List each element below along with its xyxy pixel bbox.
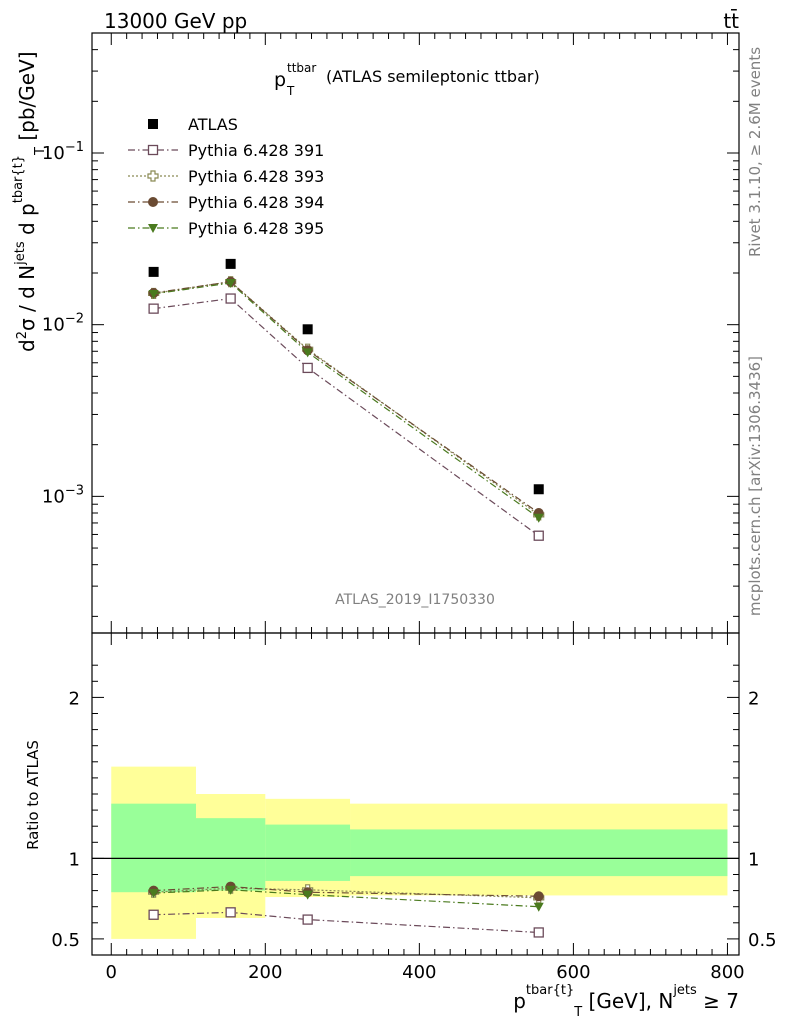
data-point-4-3 bbox=[533, 513, 544, 523]
data-point-0-1 bbox=[225, 258, 236, 269]
legend-marker-1 bbox=[147, 144, 159, 156]
header-process-label: tt̄ bbox=[723, 8, 739, 33]
legend-marker-0 bbox=[148, 119, 158, 129]
data-point-4-2 bbox=[302, 348, 313, 358]
legend-marker-2 bbox=[147, 170, 159, 182]
legend-label-1: Pythia 6.428 391 bbox=[188, 141, 324, 160]
ratio-band-inner-2 bbox=[265, 824, 351, 881]
upper-y-tick-label: 10−2 bbox=[42, 312, 84, 336]
ratio-y-tick-label-right: 1 bbox=[748, 849, 759, 870]
ratio-band-inner-0 bbox=[111, 803, 196, 893]
data-point-1-0 bbox=[148, 303, 159, 314]
ratio-point-0-0 bbox=[148, 909, 159, 920]
data-point-1-2 bbox=[302, 362, 313, 374]
data-point-0-3 bbox=[533, 484, 544, 495]
ratio-point-3-2 bbox=[302, 890, 313, 900]
data-point-4-1 bbox=[225, 278, 236, 288]
legend-label-2: Pythia 6.428 393 bbox=[188, 167, 324, 186]
ratio-y-tick-label-right: 2 bbox=[748, 688, 759, 709]
ratio-point-3-0 bbox=[148, 889, 159, 899]
data-point-0-0 bbox=[148, 266, 159, 277]
x-tick-label: 800 bbox=[710, 962, 744, 983]
data-point-0-2 bbox=[302, 324, 313, 335]
ratio-point-3-1 bbox=[225, 885, 236, 895]
ratio-y-tick-label-left: 1 bbox=[69, 849, 80, 870]
ratio-band-inner-1 bbox=[195, 818, 266, 891]
ratio-band-inner-3 bbox=[350, 829, 728, 877]
upper-y-axis-label: d2σ / d Njets d ptbar{t}T [pb/GeV] bbox=[11, 51, 48, 352]
svg-text:ptbar{t}T [GeV], Njets ≥ 7: ptbar{t}T [GeV], Njets ≥ 7 bbox=[513, 983, 739, 1020]
legend-label-3: Pythia 6.428 394 bbox=[188, 193, 324, 212]
x-tick-label: 200 bbox=[248, 962, 282, 983]
series-line-4 bbox=[153, 282, 540, 519]
x-tick-label: 600 bbox=[556, 962, 590, 983]
plot-title-subscript: T bbox=[286, 84, 295, 98]
upper-panel: 10−3 10−2 10−1 ATLAS Pythia 6.428 391 Pythia … bbox=[42, 32, 740, 634]
series-line-2 bbox=[153, 281, 540, 516]
svg-text:d2σ / d Njets d ptbar{t}T [pb/: d2σ / d Njets d ptbar{t}T [pb/GeV] bbox=[11, 51, 48, 352]
legend-marker-3 bbox=[148, 197, 158, 207]
legend-label-0: ATLAS bbox=[188, 115, 238, 134]
plot-title: p bbox=[274, 69, 286, 91]
rivet-version-label: Rivet 3.1.10, ≥ 2.6M events bbox=[746, 47, 764, 257]
plot-title-superscript: ttbar bbox=[287, 61, 316, 75]
analysis-id: ATLAS_2019_I1750330 bbox=[335, 592, 495, 608]
x-tick-label: 0 bbox=[106, 962, 117, 983]
ratio-point-0-2 bbox=[302, 914, 313, 925]
ratio-line-1 bbox=[153, 887, 539, 899]
mcplots-label: mcplots.cern.ch [arXiv:1306.3436] bbox=[746, 356, 764, 616]
plot-title-rest: (ATLAS semileptonic ttbar) bbox=[326, 67, 540, 86]
data-point-1-3 bbox=[533, 530, 544, 541]
data-point-1-1 bbox=[225, 293, 236, 304]
data-point-4-0 bbox=[148, 289, 159, 299]
series-line-3 bbox=[153, 281, 540, 514]
ratio-point-3-3 bbox=[533, 902, 544, 912]
upper-y-tick-label: 10−3 bbox=[42, 483, 84, 507]
legend-marker-4 bbox=[148, 224, 158, 233]
x-tick-label: 400 bbox=[402, 962, 436, 983]
ratio-y-tick-label-right: 0.5 bbox=[748, 930, 777, 951]
ratio-y-tick-label-left: 2 bbox=[69, 688, 80, 709]
ratio-point-2-3 bbox=[533, 891, 544, 902]
legend: ATLAS Pythia 6.428 391 Pythia 6.428 393 Pyt… bbox=[128, 115, 324, 238]
upper-y-tick-label: 10−1 bbox=[42, 140, 84, 164]
header-collision-label: 13000 GeV pp bbox=[104, 9, 247, 33]
ratio-point-0-1 bbox=[225, 907, 236, 918]
ratio-point-0-3 bbox=[533, 927, 544, 938]
ratio-y-tick-label-left: 0.5 bbox=[51, 930, 80, 951]
series-line-1 bbox=[153, 297, 540, 537]
x-axis-label: ptbar{t}T [GeV], Njets ≥ 7 bbox=[513, 983, 739, 1020]
legend-label-4: Pythia 6.428 395 bbox=[188, 219, 324, 238]
ratio-y-axis-label: Ratio to ATLAS bbox=[24, 740, 42, 850]
